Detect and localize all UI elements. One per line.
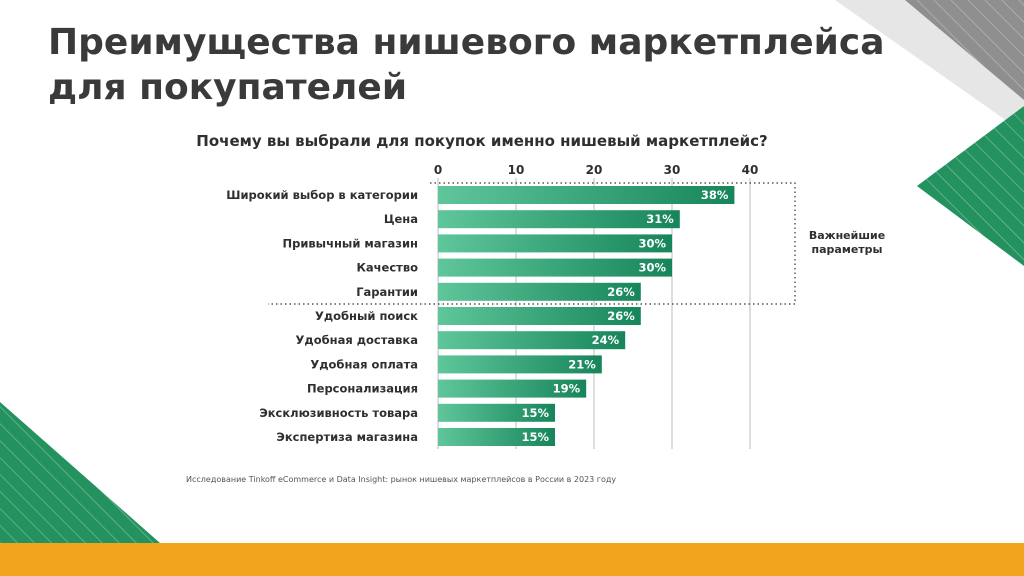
- data-label: 15%: [521, 430, 549, 444]
- data-label: 19%: [553, 382, 581, 396]
- bar: [438, 258, 672, 277]
- highlight-label-line1: Важнейшие: [809, 229, 885, 242]
- slide-title: Преимущества нишевого маркетплейса для п…: [48, 22, 885, 108]
- data-label: 31%: [646, 212, 674, 226]
- gray-stripe-dark-hatch: [905, 0, 1024, 100]
- category-label: Удобный поиск: [315, 309, 418, 323]
- bottom-orange-band: [0, 543, 1024, 576]
- bar: [438, 331, 626, 350]
- x-tick-label: 30: [664, 163, 681, 177]
- bar: [438, 355, 602, 374]
- category-label: Экспертиза магазина: [276, 430, 418, 444]
- data-label: 21%: [568, 357, 596, 371]
- bar: [438, 379, 587, 398]
- category-label: Привычный магазин: [282, 236, 418, 250]
- x-tick-label: 0: [434, 163, 442, 177]
- category-label: Гарантии: [356, 285, 418, 299]
- data-label: 24%: [592, 333, 620, 347]
- bar: [438, 186, 735, 204]
- x-tick-label: 10: [508, 163, 525, 177]
- data-label: 30%: [638, 236, 666, 250]
- category-label: Широкий выбор в категории: [226, 188, 418, 202]
- bar: [438, 428, 555, 446]
- data-label: 26%: [607, 285, 635, 299]
- x-tick-label: 40: [742, 163, 759, 177]
- category-label: Удобная оплата: [310, 357, 418, 371]
- bar: [438, 403, 555, 422]
- category-label: Эксклюзивность товара: [259, 406, 418, 420]
- bar: [438, 282, 641, 301]
- right-green-triangle: [917, 106, 1024, 266]
- chart-title: Почему вы выбрали для покупок именно ниш…: [196, 132, 767, 150]
- x-tick-label: 20: [586, 163, 603, 177]
- data-label: 26%: [607, 309, 635, 323]
- category-label: Удобная доставка: [296, 333, 418, 347]
- category-label: Качество: [356, 261, 418, 275]
- category-label: Персонализация: [307, 382, 418, 396]
- source-note: Исследование Tinkoff eCommerce и Data In…: [186, 475, 617, 484]
- bar: [438, 234, 672, 253]
- left-green-triangle: [0, 402, 160, 543]
- data-label: 38%: [701, 188, 729, 202]
- category-label: Цена: [384, 212, 418, 226]
- bar-layer: Широкий выбор в категории 38% Цена 31% Привы…: [226, 186, 735, 446]
- tick-layer: 0 10 20 30 40: [434, 163, 759, 177]
- bar: [438, 210, 680, 229]
- data-label: 30%: [638, 261, 666, 275]
- data-label: 15%: [521, 406, 549, 420]
- top-right-stripes: [835, 0, 1024, 133]
- highlight-layer: Важнейшие параметры: [268, 182, 885, 305]
- highlight-label-line2: параметры: [812, 243, 883, 256]
- bar: [438, 307, 641, 325]
